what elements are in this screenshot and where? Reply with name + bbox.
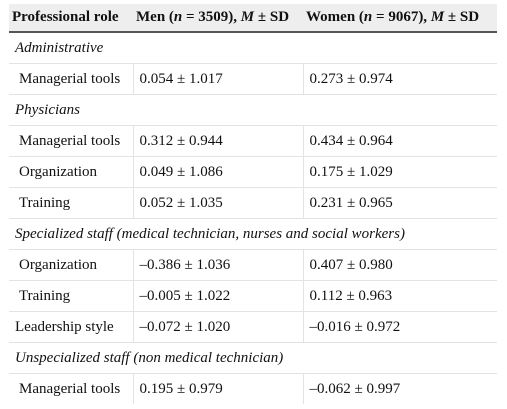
row-label: Training xyxy=(9,280,133,312)
header-men-suffix: ± SD xyxy=(254,9,290,25)
women-value: –0.062 ± 0.997 xyxy=(302,373,497,404)
women-value: 0.434 ± 0.964 xyxy=(302,125,497,157)
table-row: Organization 0.049 ± 1.086 0.175 ± 1.029 xyxy=(9,156,497,188)
men-value: 0.195 ± 0.979 xyxy=(132,373,303,404)
table-row: Managerial tools 0.312 ± 0.944 0.434 ± 0… xyxy=(9,125,497,157)
row-label: Managerial tools xyxy=(9,125,133,157)
header-men-count: = 3509), xyxy=(182,9,241,25)
header-men-n: n xyxy=(173,9,183,25)
section-row-physicians: Physicians xyxy=(9,94,497,126)
women-value: 0.407 ± 0.980 xyxy=(302,249,497,281)
header-men-prefix: Men ( xyxy=(136,9,174,25)
table-header: Professional role Men (n = 3509), M ± SD… xyxy=(9,4,497,33)
section-row-administrative: Administrative xyxy=(9,32,497,64)
header-professional-role: Professional role xyxy=(9,4,133,33)
header-women-n: n xyxy=(363,9,373,25)
section-title: Specialized staff (medical technician, n… xyxy=(9,218,497,250)
results-table: Professional role Men (n = 3509), M ± SD… xyxy=(9,4,497,404)
section-row-unspecialized-staff: Unspecialized staff (non medical technic… xyxy=(9,342,497,374)
women-value: –0.016 ± 0.972 xyxy=(302,311,497,343)
header-women-m: M xyxy=(430,9,445,25)
header-women: Women (n = 9067), M ± SD xyxy=(303,4,497,33)
women-value: 0.112 ± 0.963 xyxy=(302,280,497,312)
table-row: Training 0.052 ± 1.035 0.231 ± 0.965 xyxy=(9,187,497,219)
women-value: 0.231 ± 0.965 xyxy=(302,187,497,219)
table-row: Training –0.005 ± 1.022 0.112 ± 0.963 xyxy=(9,280,497,312)
header-role-text: Professional role xyxy=(12,9,119,25)
table-row: Managerial tools 0.054 ± 1.017 0.273 ± 0… xyxy=(9,63,497,95)
row-label: Training xyxy=(9,187,133,219)
header-row: Professional role Men (n = 3509), M ± SD… xyxy=(9,4,497,33)
header-men-m: M xyxy=(240,9,255,25)
row-label: Organization xyxy=(9,249,133,281)
table-row: Leadership style –0.072 ± 1.020 –0.016 ±… xyxy=(9,311,497,343)
men-value: –0.386 ± 1.036 xyxy=(132,249,303,281)
men-value: 0.054 ± 1.017 xyxy=(132,63,303,95)
women-value: 0.175 ± 1.029 xyxy=(302,156,497,188)
header-women-count: = 9067), xyxy=(372,9,431,25)
table-row: Managerial tools 0.195 ± 0.979 –0.062 ± … xyxy=(9,373,497,404)
section-title: Physicians xyxy=(9,94,497,126)
men-value: –0.005 ± 1.022 xyxy=(132,280,303,312)
women-value: 0.273 ± 0.974 xyxy=(302,63,497,95)
section-title: Administrative xyxy=(9,32,497,64)
men-value: –0.072 ± 1.020 xyxy=(132,311,303,343)
header-women-prefix: Women ( xyxy=(306,9,364,25)
men-value: 0.312 ± 0.944 xyxy=(132,125,303,157)
section-row-specialized-staff: Specialized staff (medical technician, n… xyxy=(9,218,497,250)
row-label: Leadership style xyxy=(9,311,133,343)
section-title: Unspecialized staff (non medical technic… xyxy=(9,342,497,374)
men-value: 0.049 ± 1.086 xyxy=(132,156,303,188)
header-women-suffix: ± SD xyxy=(444,9,480,25)
row-label: Organization xyxy=(9,156,133,188)
row-label: Managerial tools xyxy=(9,63,133,95)
table-row: Organization –0.386 ± 1.036 0.407 ± 0.98… xyxy=(9,249,497,281)
men-value: 0.052 ± 1.035 xyxy=(132,187,303,219)
header-men: Men (n = 3509), M ± SD xyxy=(133,4,303,33)
table-body: Administrative Managerial tools 0.054 ± … xyxy=(9,32,497,404)
row-label: Managerial tools xyxy=(19,380,121,397)
